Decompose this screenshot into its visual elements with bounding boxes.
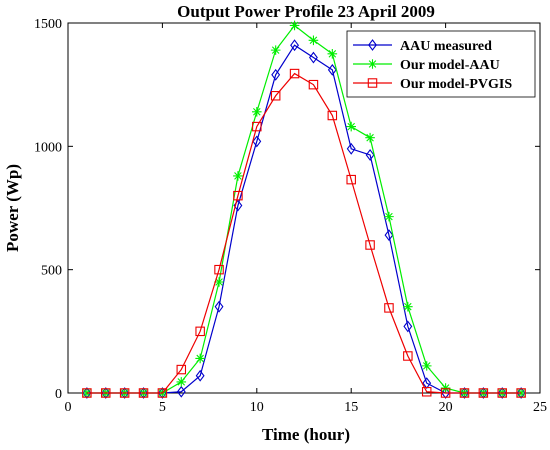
x-tick-label: 5 (159, 400, 166, 415)
y-tick-label: 1500 (34, 17, 62, 32)
y-tick-label: 1000 (34, 140, 62, 155)
data-point (403, 351, 413, 361)
legend-marker (367, 78, 378, 88)
x-tick-label: 10 (250, 400, 264, 415)
data-point (176, 377, 187, 387)
data-point (157, 388, 168, 398)
data-point (365, 240, 375, 250)
x-axis-label: Time (hour) (262, 425, 350, 444)
data-point (271, 68, 281, 81)
data-point (346, 174, 356, 185)
data-point (365, 132, 375, 143)
legend-marker (368, 39, 377, 51)
legend-label: AAU measured (400, 39, 492, 54)
x-tick-label: 0 (65, 400, 72, 415)
data-point (252, 121, 262, 132)
data-point (497, 387, 507, 399)
x-tick-label: 20 (439, 400, 453, 415)
chart-title: Output Power Profile 23 April 2009 (177, 2, 435, 21)
data-point (214, 264, 224, 275)
data-point (101, 388, 111, 398)
data-point (440, 388, 451, 398)
series-line (86, 72, 522, 394)
data-point (270, 91, 281, 101)
data-point (214, 277, 224, 287)
legend-label: Our model-PVGIS (400, 77, 512, 92)
data-point (384, 303, 394, 313)
data-point (233, 171, 243, 181)
data-point (478, 387, 488, 399)
data-point (176, 364, 187, 375)
data-point (308, 35, 319, 46)
data-point (365, 149, 375, 161)
data-point (516, 387, 526, 399)
data-point (139, 387, 148, 399)
data-point (403, 320, 413, 333)
x-tick-label: 25 (533, 400, 547, 415)
data-point (327, 110, 338, 121)
data-point (82, 387, 92, 399)
data-point (119, 388, 130, 398)
data-point (460, 387, 469, 399)
plot-area-frame (67, 22, 541, 394)
data-point (138, 388, 149, 398)
x-tick-label: 15 (344, 400, 358, 415)
data-point (327, 63, 337, 76)
ticks-layer: 0 5 10 15 20 25 0 500 1000 1500 (34, 17, 547, 415)
y-axis-label: Power (Wp) (3, 164, 22, 252)
data-point (195, 326, 205, 337)
data-point (516, 388, 526, 398)
data-point (252, 135, 262, 148)
data-point (403, 301, 413, 312)
y-tick-label: 500 (41, 264, 62, 279)
data-point (82, 388, 92, 398)
data-point (346, 142, 356, 155)
data-point (422, 377, 432, 390)
data-point (308, 79, 319, 90)
data-point (440, 383, 451, 393)
data-point (290, 39, 299, 52)
data-point (327, 49, 338, 59)
legend-marker (367, 59, 378, 69)
legend: AAU measured Our model-AAU Our model-PVGIS (346, 30, 536, 98)
series-layer (82, 20, 526, 399)
data-point (309, 51, 318, 64)
data-point (421, 387, 432, 397)
data-point (233, 190, 243, 201)
data-point (214, 300, 224, 313)
data-point (195, 369, 205, 382)
data-point (101, 387, 111, 399)
data-point (384, 229, 394, 242)
data-point (421, 361, 432, 371)
data-point (120, 387, 130, 399)
legend-label: Our model-AAU (400, 58, 500, 73)
data-point (346, 121, 356, 132)
series-3 (82, 68, 526, 398)
data-point (270, 45, 281, 55)
data-point (459, 388, 470, 398)
data-point (252, 107, 262, 117)
data-point (384, 211, 394, 222)
data-point (195, 353, 205, 364)
data-point (289, 20, 300, 31)
data-point (176, 385, 186, 398)
data-point (289, 68, 300, 79)
data-point (497, 388, 507, 398)
y-tick-label: 0 (55, 387, 62, 402)
data-point (478, 388, 489, 398)
